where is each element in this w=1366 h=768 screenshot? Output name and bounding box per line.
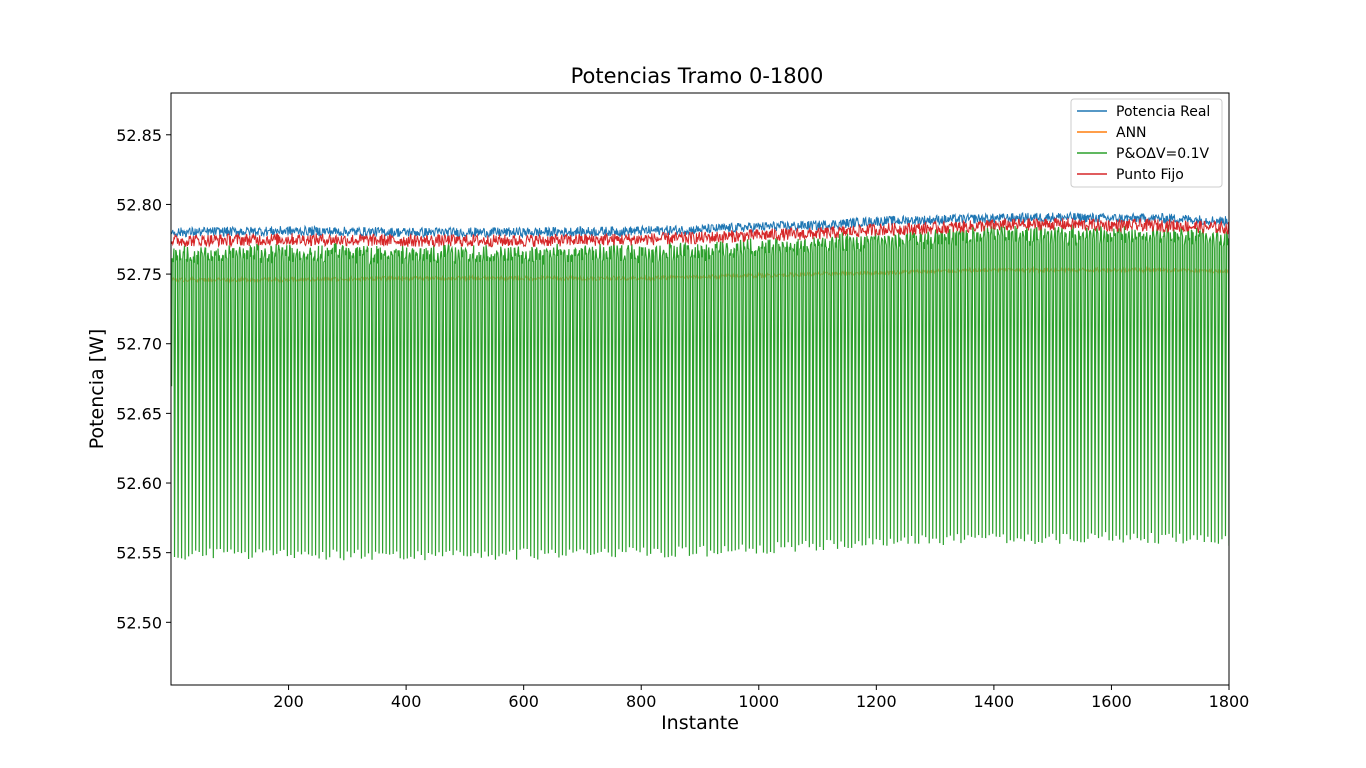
series-line-potencia-real xyxy=(171,210,1229,239)
legend: Potencia Real ANN P&OΔV=0.1V Punto Fijo xyxy=(1070,98,1223,188)
y-tick-label: 52.60 xyxy=(116,474,162,493)
y-tick-label: 52.65 xyxy=(116,404,162,423)
legend-label: Potencia Real xyxy=(1116,104,1210,120)
y-tick-label: 52.85 xyxy=(116,126,162,145)
series-line-po xyxy=(171,224,1229,561)
series-layer xyxy=(171,210,1229,561)
x-axis-label: Instante xyxy=(661,712,739,734)
x-tick-label: 1400 xyxy=(974,692,1015,711)
x-tick-label: 1600 xyxy=(1091,692,1132,711)
y-tick-label: 52.50 xyxy=(116,613,162,632)
x-axis: 200 400 600 800 1000 1200 1400 1600 1800 xyxy=(273,685,1249,711)
x-tick-label: 1200 xyxy=(856,692,897,711)
y-tick-label: 52.70 xyxy=(116,335,162,354)
series-line-punto-fijo xyxy=(171,217,1229,249)
x-tick-label: 400 xyxy=(391,692,422,711)
legend-label: ANN xyxy=(1116,125,1147,141)
y-tick-label: 52.75 xyxy=(116,265,162,284)
x-tick-label: 800 xyxy=(626,692,657,711)
chart-title: Potencias Tramo 0-1800 xyxy=(571,64,824,88)
plot-frame xyxy=(170,92,1230,686)
x-tick-label: 600 xyxy=(508,692,539,711)
x-tick-label: 200 xyxy=(273,692,304,711)
legend-label: Punto Fijo xyxy=(1116,167,1184,183)
y-axis: 52.50 52.55 52.60 52.65 52.70 52.75 52.80 52.85 xyxy=(116,126,171,632)
y-axis-label: Potencia [W] xyxy=(86,329,108,450)
y-tick-label: 52.55 xyxy=(116,544,162,563)
legend-label: P&OΔV=0.1V xyxy=(1116,146,1210,162)
legend-box xyxy=(1070,98,1223,188)
x-tick-label: 1000 xyxy=(738,692,779,711)
x-tick-label: 1800 xyxy=(1209,692,1250,711)
y-tick-label: 52.80 xyxy=(116,195,162,214)
